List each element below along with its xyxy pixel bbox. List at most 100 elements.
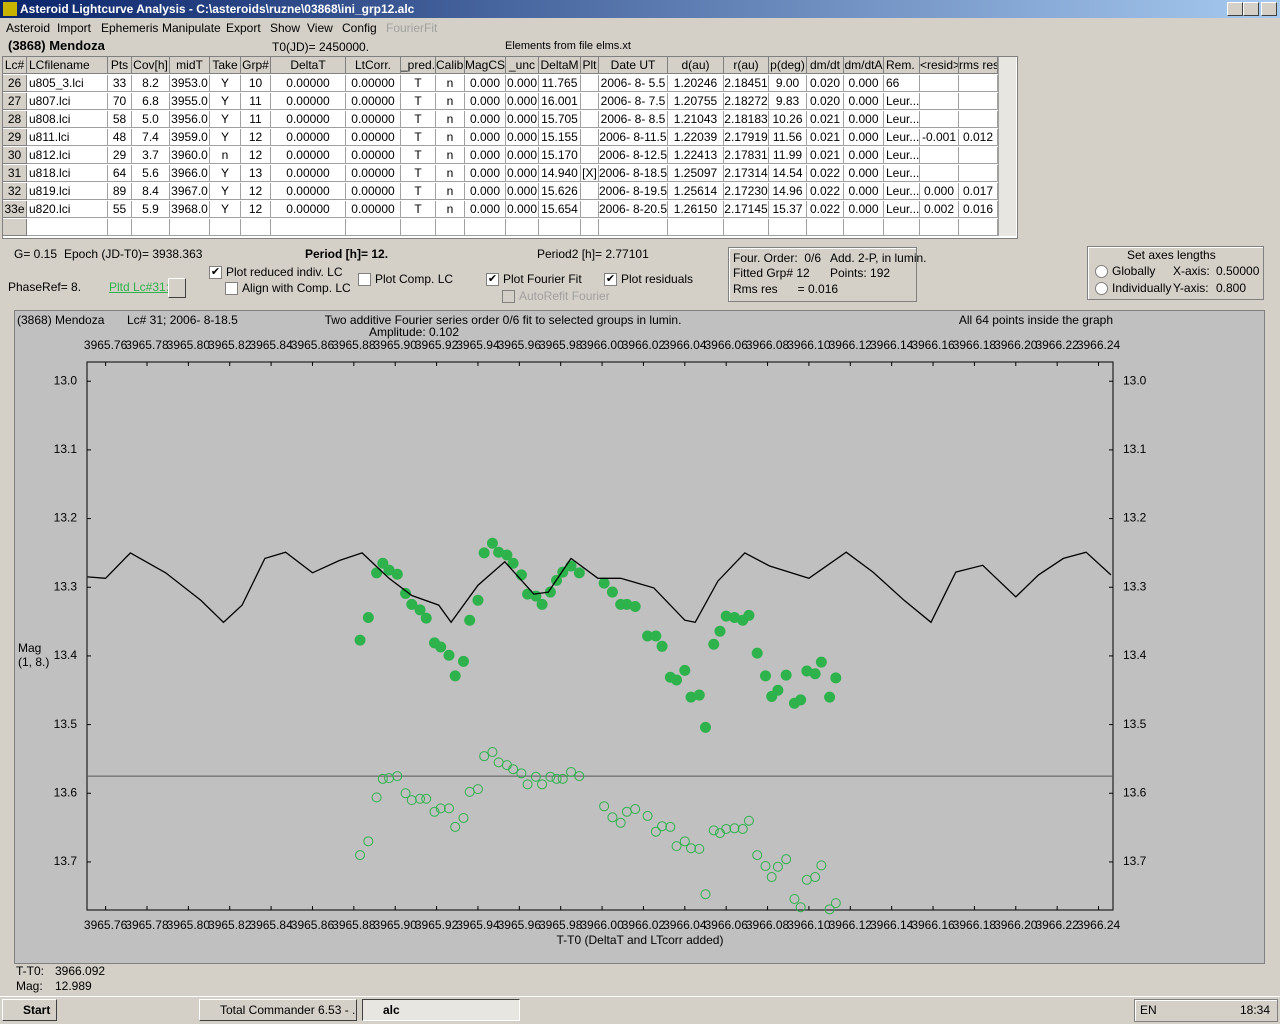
checkbox-label[interactable]: Align with Comp. LC (242, 281, 351, 295)
table-cell[interactable]: 0.000 (506, 129, 539, 146)
menu-item[interactable]: View (307, 21, 333, 35)
row-header[interactable] (3, 219, 27, 236)
table-cell[interactable]: 3955.0 (170, 93, 210, 110)
table-cell[interactable] (724, 219, 769, 236)
table-cell[interactable]: 2006- 8- 7.5 (599, 93, 668, 110)
table-cell[interactable]: n (436, 93, 465, 110)
close-button[interactable] (1261, 2, 1277, 16)
table-cell[interactable] (599, 219, 668, 236)
table-cell[interactable]: 2.18451 (724, 75, 769, 92)
table-cell[interactable]: 1.21043 (668, 111, 724, 128)
start-button[interactable]: Start (2, 999, 57, 1021)
table-cell[interactable]: 3.7 (132, 147, 170, 164)
table-cell[interactable] (920, 219, 959, 236)
table-cell[interactable]: n (436, 147, 465, 164)
table-cell[interactable]: 11.56 (769, 129, 807, 146)
table-cell[interactable] (959, 75, 998, 92)
table-cell[interactable] (959, 93, 998, 110)
table-cell[interactable]: 0.00000 (346, 201, 401, 218)
table-cell[interactable] (465, 219, 506, 236)
checkbox[interactable] (502, 290, 515, 303)
table-cell[interactable]: 0.000 (844, 183, 884, 200)
table-cell[interactable]: 0.021 (807, 147, 844, 164)
table-cell[interactable]: n (436, 129, 465, 146)
table-cell[interactable]: 0.000 (506, 147, 539, 164)
table-cell[interactable]: 0.000 (506, 165, 539, 182)
table-cell[interactable]: 15.37 (769, 201, 807, 218)
table-cell[interactable]: 5.6 (132, 165, 170, 182)
table-cell[interactable]: T (401, 75, 436, 92)
y-axis-length[interactable]: 0.800 (1216, 281, 1247, 295)
task-button[interactable]: alc (362, 999, 520, 1021)
table-cell[interactable] (346, 219, 401, 236)
table-cell[interactable] (581, 129, 599, 146)
column-header[interactable]: Cov[h] (132, 57, 170, 74)
table-cell[interactable] (920, 147, 959, 164)
language[interactable]: EN (1140, 1003, 1157, 1017)
table-cell[interactable]: 2.17230 (724, 183, 769, 200)
table-cell[interactable]: T (401, 147, 436, 164)
table-cell[interactable] (959, 111, 998, 128)
table-cell[interactable]: 1.20246 (668, 75, 724, 92)
table-cell[interactable]: Leur... (884, 147, 920, 164)
radio-label[interactable]: Individually (1112, 281, 1172, 295)
checkbox[interactable]: ✔ (486, 273, 499, 286)
column-header[interactable]: LCfilename (27, 57, 108, 74)
menu-item[interactable]: Ephemeris (101, 21, 159, 35)
menu-item[interactable]: Show (270, 21, 301, 35)
checkbox[interactable] (225, 282, 238, 295)
table-cell[interactable]: T (401, 165, 436, 182)
table-cell[interactable]: -0.001 (920, 129, 959, 146)
table-cell[interactable]: 0.020 (807, 75, 844, 92)
table-cell[interactable]: 1.26150 (668, 201, 724, 218)
table-cell[interactable]: 15.654 (539, 201, 581, 218)
table-cell[interactable]: 0.00000 (346, 75, 401, 92)
row-header[interactable]: 30 (3, 147, 27, 164)
table-cell[interactable] (769, 219, 807, 236)
menu-item[interactable]: Import (57, 21, 92, 35)
table-cell[interactable]: 0.00000 (346, 147, 401, 164)
row-header[interactable]: 26 (3, 75, 27, 92)
table-cell[interactable]: 0.00000 (271, 93, 346, 110)
table-cell[interactable] (959, 165, 998, 182)
table-cell[interactable]: Y (210, 75, 241, 92)
table-cell[interactable]: 10 (241, 75, 271, 92)
column-header[interactable]: p(deg) (769, 57, 807, 74)
table-cell[interactable]: u819.lci (27, 183, 108, 200)
table-cell[interactable]: n (436, 75, 465, 92)
table-cell[interactable]: 0.016 (959, 201, 998, 218)
table-cell[interactable]: 0.000 (844, 147, 884, 164)
table-cell[interactable]: 0.000 (844, 165, 884, 182)
table-cell[interactable]: 0.00000 (271, 75, 346, 92)
column-header[interactable]: d(au) (668, 57, 724, 74)
table-cell[interactable]: 13 (241, 165, 271, 182)
table-cell[interactable] (920, 93, 959, 110)
table-cell[interactable]: Leur... (884, 93, 920, 110)
table-cell[interactable]: n (436, 165, 465, 182)
table-cell[interactable]: Leur... (884, 129, 920, 146)
table-cell[interactable]: 0.00000 (346, 93, 401, 110)
menu-item[interactable]: Manipulate (162, 21, 221, 35)
column-header[interactable]: Take (210, 57, 241, 74)
table-cell[interactable]: 3968.0 (170, 201, 210, 218)
table-cell[interactable]: Y (210, 165, 241, 182)
table-cell[interactable]: 0.00000 (271, 165, 346, 182)
row-header[interactable]: 32 (3, 183, 27, 200)
table-cell[interactable]: u808.lci (27, 111, 108, 128)
table-cell[interactable]: 0.000 (506, 183, 539, 200)
column-header[interactable]: <resid> (920, 57, 959, 74)
table-cell[interactable]: 3966.0 (170, 165, 210, 182)
table-cell[interactable]: Y (210, 183, 241, 200)
column-header[interactable]: Rem. (884, 57, 920, 74)
table-cell[interactable]: 9.00 (769, 75, 807, 92)
table-cell[interactable]: 2.17314 (724, 165, 769, 182)
table-cell[interactable]: 15.705 (539, 111, 581, 128)
table-cell[interactable] (539, 219, 581, 236)
table-cell[interactable]: u807.lci (27, 93, 108, 110)
row-header[interactable]: 31 (3, 165, 27, 182)
table-cell[interactable] (807, 219, 844, 236)
table-cell[interactable]: 64 (108, 165, 132, 182)
column-header[interactable]: r(au) (724, 57, 769, 74)
column-header[interactable]: Date UT (599, 57, 668, 74)
plotted-lc-label[interactable]: Pltd Lc#31: (109, 280, 170, 294)
